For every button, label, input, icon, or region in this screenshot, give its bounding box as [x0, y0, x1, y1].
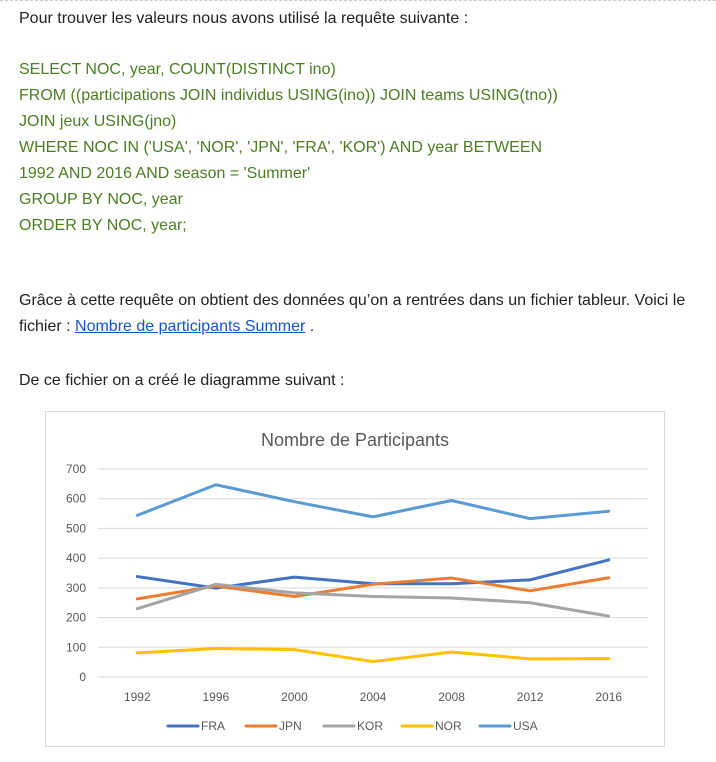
- y-tick-label: 500: [66, 521, 86, 535]
- legend: FRA JPN KOR NOR USA: [166, 719, 538, 733]
- description-text: Grâce à cette requête on obtient des don…: [19, 292, 686, 335]
- x-tick-label: 2000: [281, 690, 308, 704]
- x-tick-label: 1996: [203, 690, 230, 704]
- y-tick-label: 100: [66, 640, 86, 654]
- sql-line: SELECT NOC, year, COUNT(DISTINCT ino): [19, 61, 336, 78]
- y-tick-label: 200: [66, 611, 86, 625]
- series-line-kor: [135, 582, 611, 618]
- gridlines: [98, 468, 648, 678]
- description-end: .: [305, 318, 315, 335]
- sql-line: GROUP BY NOC, year: [19, 191, 183, 208]
- x-tick-label: 2008: [438, 690, 465, 704]
- legend-label: NOR: [435, 719, 462, 733]
- y-tick-label: 0: [79, 670, 86, 684]
- line-chart: Nombre de Participants 0 100 200 300 400 500 6…: [45, 411, 665, 747]
- intro-text: Pour trouver les valeurs nous avons util…: [19, 10, 469, 27]
- legend-label: KOR: [357, 719, 383, 733]
- top-border: [0, 0, 716, 1]
- sql-line: WHERE NOC IN ('USA', 'NOR', 'JPN', 'FRA'…: [19, 139, 543, 156]
- series-line-jpn: [135, 576, 611, 601]
- x-tick-label: 2016: [595, 690, 622, 704]
- series-line-usa: [135, 483, 611, 521]
- y-tick-label: 400: [66, 551, 86, 565]
- chart-canvas: Nombre de Participants 0 100 200 300 400 500 6…: [66, 430, 648, 733]
- series-line-nor: [135, 646, 611, 664]
- legend-label: USA: [513, 719, 538, 733]
- legend-label: FRA: [201, 719, 225, 733]
- chart-title: Nombre de Participants: [261, 430, 449, 450]
- y-tick-label: 600: [66, 492, 86, 506]
- x-tick-label: 1992: [124, 690, 151, 704]
- sql-line: JOIN jeux USING(jno): [19, 113, 177, 130]
- x-axis-ticks: 1992 1996 2000 2004 2008 2012 2016: [124, 690, 622, 704]
- sql-line: ORDER BY NOC, year;: [19, 217, 187, 234]
- sql-query: SELECT NOC, year, COUNT(DISTINCT ino) FR…: [19, 57, 558, 239]
- chart-lead-text: De ce fichier on a créé le diagramme sui…: [19, 372, 345, 389]
- y-axis-ticks: 0 100 200 300 400 500 600 700: [66, 462, 86, 684]
- spreadsheet-link[interactable]: Nombre de participants Summer: [75, 318, 306, 335]
- x-tick-label: 2004: [360, 690, 387, 704]
- sql-line: FROM ((participations JOIN individus USI…: [19, 87, 558, 104]
- y-tick-label: 700: [66, 462, 86, 476]
- series-lines: [135, 483, 611, 664]
- x-tick-label: 2012: [517, 690, 544, 704]
- description-paragraph: Grâce à cette requête on obtient des don…: [19, 288, 709, 340]
- legend-label: JPN: [279, 719, 302, 733]
- sql-line: 1992 AND 2016 AND season = 'Summer': [19, 165, 311, 182]
- y-tick-label: 300: [66, 581, 86, 595]
